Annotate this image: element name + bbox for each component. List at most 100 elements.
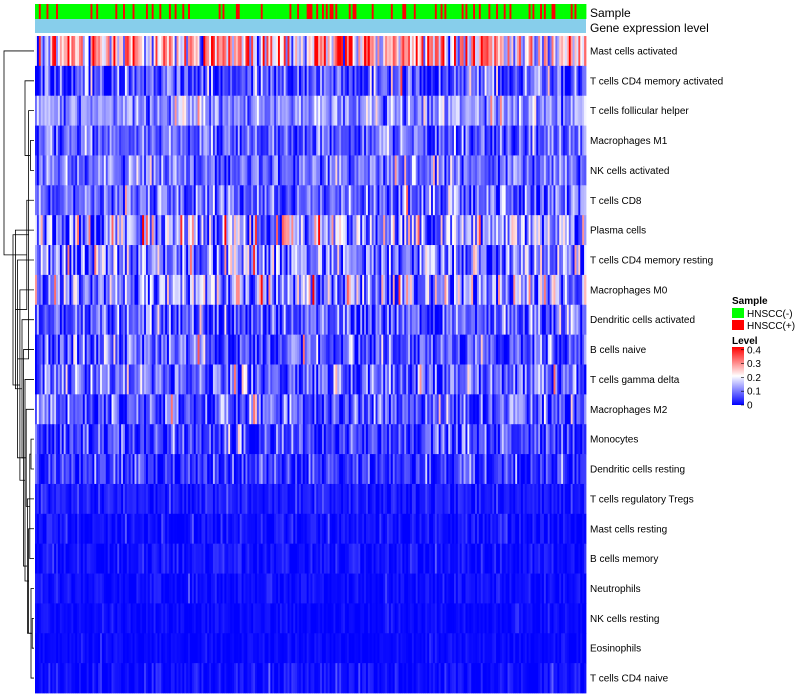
- heatmap-cell: [174, 364, 177, 395]
- heatmap-cell: [545, 424, 549, 455]
- heatmap-cell: [566, 334, 570, 365]
- heatmap-cell: [543, 304, 547, 336]
- heatmap-cell: [542, 95, 545, 126]
- heatmap-cell: [557, 424, 560, 455]
- heatmap-cell: [503, 95, 507, 126]
- heatmap-cell: [509, 125, 512, 156]
- heatmap-cell: [377, 215, 380, 246]
- heatmap-cell: [142, 245, 145, 276]
- heatmap-cell: [505, 483, 508, 515]
- heatmap-cell: [388, 274, 392, 306]
- heatmap-cell: [432, 483, 436, 515]
- heatmap-cell: [369, 95, 373, 126]
- heatmap-cell: [362, 245, 365, 276]
- heatmap-cell: [534, 125, 537, 156]
- heatmap-cell: [115, 424, 118, 455]
- heatmap-cell: [285, 424, 288, 455]
- heatmap-cell: [52, 65, 55, 97]
- heatmap-cell: [475, 125, 478, 156]
- heatmap-cell: [159, 185, 162, 216]
- sample-annotation-cell: [214, 4, 218, 19]
- heatmap-cell: [189, 95, 193, 126]
- heatmap-cell: [519, 65, 522, 97]
- heatmap-cell: [547, 65, 551, 97]
- heatmap-cell: [287, 334, 290, 365]
- heatmap-cell: [584, 334, 587, 365]
- heatmap-cell: [566, 125, 570, 156]
- heatmap-cell: [201, 36, 204, 67]
- sample-annotation-cell: [442, 4, 445, 19]
- heatmap-cell: [528, 185, 531, 216]
- heatmap-cell: [96, 245, 99, 276]
- heatmap-cell: [119, 334, 122, 365]
- sample-annotation-cell: [517, 4, 520, 19]
- heatmap-cell: [245, 394, 248, 425]
- heatmap-cell: [528, 334, 531, 365]
- heatmap-cell: [149, 155, 153, 186]
- heatmap-cell: [67, 483, 70, 515]
- heatmap-cell: [388, 215, 392, 246]
- heatmap-cell: [563, 245, 566, 276]
- heatmap-cell: [151, 245, 155, 276]
- heatmap-cell: [488, 245, 491, 276]
- heatmap-cell: [193, 334, 197, 365]
- heatmap-cell: [473, 454, 476, 485]
- heatmap-cell: [119, 483, 122, 515]
- heatmap-cell: [568, 364, 572, 395]
- heatmap-cell: [180, 155, 183, 186]
- heatmap-cell: [61, 185, 65, 216]
- heatmap-cell: [406, 483, 409, 515]
- heatmap-cell: [429, 36, 432, 67]
- heatmap-cell: [484, 334, 487, 365]
- heatmap-cell: [209, 334, 212, 365]
- sample-annotation-cell: [46, 4, 49, 19]
- heatmap-cell: [555, 274, 558, 306]
- heatmap-cell: [513, 364, 516, 395]
- heatmap-cell: [123, 65, 126, 97]
- heatmap-cell: [423, 245, 426, 276]
- heatmap-cell: [406, 364, 409, 395]
- heatmap-cell: [431, 95, 434, 126]
- heatmap-cell: [211, 304, 214, 336]
- heatmap-cell: [63, 364, 67, 395]
- heatmap-cell: [555, 155, 558, 186]
- heatmap-cell: [65, 36, 68, 67]
- heatmap-cell: [486, 394, 489, 425]
- heatmap-cell: [174, 334, 177, 365]
- heatmap-cell: [475, 424, 478, 455]
- heatmap-cell: [101, 454, 105, 485]
- heatmap-cell: [421, 304, 424, 336]
- heatmap-cell: [214, 215, 218, 246]
- heatmap-cell: [413, 185, 417, 216]
- heatmap-cell: [73, 125, 76, 156]
- heatmap-cell: [113, 513, 116, 545]
- heatmap-cell: [327, 454, 331, 485]
- heatmap-cell: [327, 185, 331, 216]
- heatmap-cell: [287, 364, 290, 395]
- heatmap-cell: [337, 454, 340, 485]
- heatmap-cell: [224, 394, 227, 425]
- heatmap-cell: [201, 304, 204, 336]
- heatmap-cell: [494, 185, 497, 216]
- heatmap-cell: [545, 65, 549, 97]
- heatmap-cell: [115, 245, 118, 276]
- heatmap-cell: [434, 95, 438, 126]
- heatmap-cell: [109, 95, 112, 126]
- heatmap-cell: [480, 125, 484, 156]
- heatmap-cell: [513, 424, 516, 455]
- heatmap-cell: [557, 65, 560, 97]
- heatmap-cell: [293, 215, 296, 246]
- heatmap-cell: [189, 36, 193, 67]
- heatmap-cell: [503, 304, 507, 336]
- sample-annotation-cell: [494, 4, 497, 19]
- heatmap-cell: [107, 215, 111, 246]
- heatmap-cell: [549, 215, 552, 246]
- heatmap-cell: [184, 304, 187, 336]
- heatmap-cell: [343, 364, 346, 395]
- heatmap-cell: [126, 424, 130, 455]
- heatmap-cell: [163, 394, 166, 425]
- heatmap-cell: [77, 155, 80, 186]
- heatmap-cell: [52, 125, 55, 156]
- heatmap-cell: [214, 424, 218, 455]
- heatmap-cell: [178, 394, 181, 425]
